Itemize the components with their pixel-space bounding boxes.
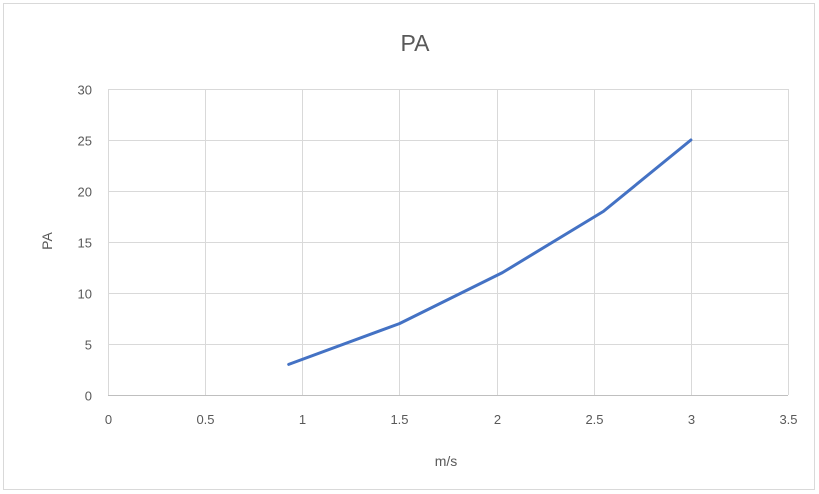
x-tick-label: 2 xyxy=(494,412,501,427)
y-tick-label: 25 xyxy=(78,134,92,149)
y-axis-label: PA xyxy=(39,232,55,250)
x-tick-label: 2.5 xyxy=(585,412,603,427)
series-line xyxy=(287,138,693,366)
chart-title: PA xyxy=(401,30,431,56)
y-tick-label: 5 xyxy=(85,338,92,353)
x-tick-label: 1.5 xyxy=(390,412,408,427)
x-tick-label: 0.5 xyxy=(196,412,214,427)
series-layer xyxy=(287,138,693,366)
tick-labels: 0 5 10 15 20 25 30 0 0.5 1 1.5 2 2.5 3 3.5 xyxy=(78,83,798,428)
y-tick-label: 0 xyxy=(85,389,92,404)
x-tick-label: 3.5 xyxy=(779,412,797,427)
axes xyxy=(108,89,788,396)
y-tick-label: 10 xyxy=(78,287,92,302)
x-axis-label: m/s xyxy=(435,453,458,469)
y-tick-label: 30 xyxy=(78,83,92,98)
chart-area xyxy=(3,3,815,490)
x-tick-label: 0 xyxy=(105,412,112,427)
gridlines xyxy=(108,89,789,395)
x-tick-label: 1 xyxy=(299,412,306,427)
y-tick-label: 15 xyxy=(78,236,92,251)
y-tick-label: 20 xyxy=(78,185,92,200)
x-tick-label: 3 xyxy=(688,412,695,427)
